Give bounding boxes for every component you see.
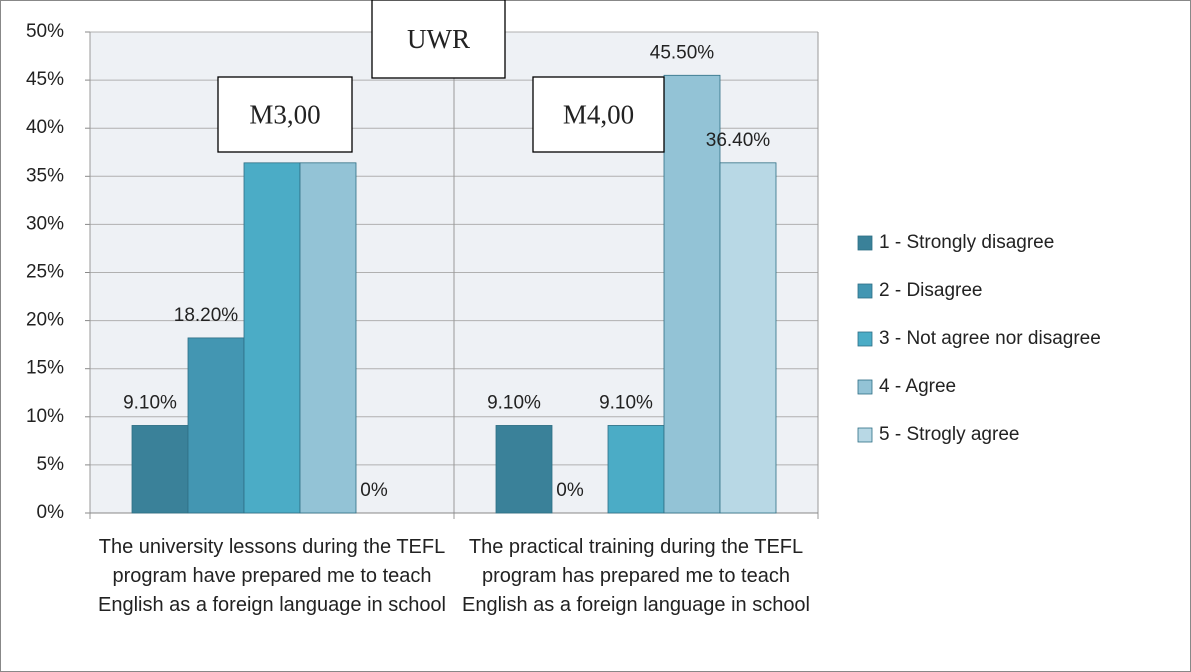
legend-swatch — [857, 283, 873, 299]
value-label: 18.20% — [174, 305, 239, 326]
y-tick-label: 20% — [26, 310, 64, 331]
value-label: 9.10% — [123, 392, 177, 413]
y-tick-label: 25% — [26, 262, 64, 283]
bar — [607, 425, 665, 514]
y-tick-label: 40% — [26, 117, 64, 138]
legend-swatch — [857, 427, 873, 443]
annotation: M3,00 — [249, 100, 320, 130]
legend-swatch — [857, 331, 873, 347]
y-tick-label: 30% — [26, 213, 64, 234]
annotation-box — [371, 0, 506, 79]
bar — [131, 425, 189, 514]
y-tick-label: 35% — [26, 165, 64, 186]
bar — [187, 337, 245, 514]
annotation: M4,00 — [563, 100, 634, 130]
legend-label: 1 - Strongly disagree — [879, 232, 1054, 253]
bar — [299, 162, 357, 514]
legend-label: 5 - Strogly agree — [879, 424, 1019, 445]
y-tick-label: 45% — [26, 69, 64, 90]
legend-swatch — [857, 235, 873, 251]
legend-label: 2 - Disagree — [879, 280, 983, 301]
value-label: 36.40% — [706, 130, 771, 151]
y-tick-label: 5% — [37, 454, 65, 475]
value-label: 0% — [556, 480, 584, 501]
y-tick-label: 10% — [26, 406, 64, 427]
annotation-box — [217, 76, 353, 153]
value-label: 45.50% — [650, 42, 715, 63]
value-label: 0% — [360, 480, 388, 501]
annotation-box — [532, 76, 665, 153]
x-tick-label: The practical training during the TEFL p… — [461, 536, 811, 616]
x-tick-label: The university lessons during the TEFL p… — [97, 536, 447, 616]
annotation: UWR — [407, 24, 470, 54]
y-tick-label: 15% — [26, 358, 64, 379]
bar — [495, 425, 553, 514]
bar — [243, 162, 301, 514]
bar — [663, 74, 721, 514]
legend-label: 3 - Not agree nor disagree — [879, 328, 1101, 349]
legend-swatch — [857, 379, 873, 395]
value-label: 9.10% — [599, 392, 653, 413]
legend-label: 4 - Agree — [879, 376, 956, 397]
y-tick-label: 0% — [37, 502, 65, 523]
bar — [719, 162, 777, 514]
y-tick-label: 50% — [26, 21, 64, 42]
value-label: 9.10% — [487, 392, 541, 413]
